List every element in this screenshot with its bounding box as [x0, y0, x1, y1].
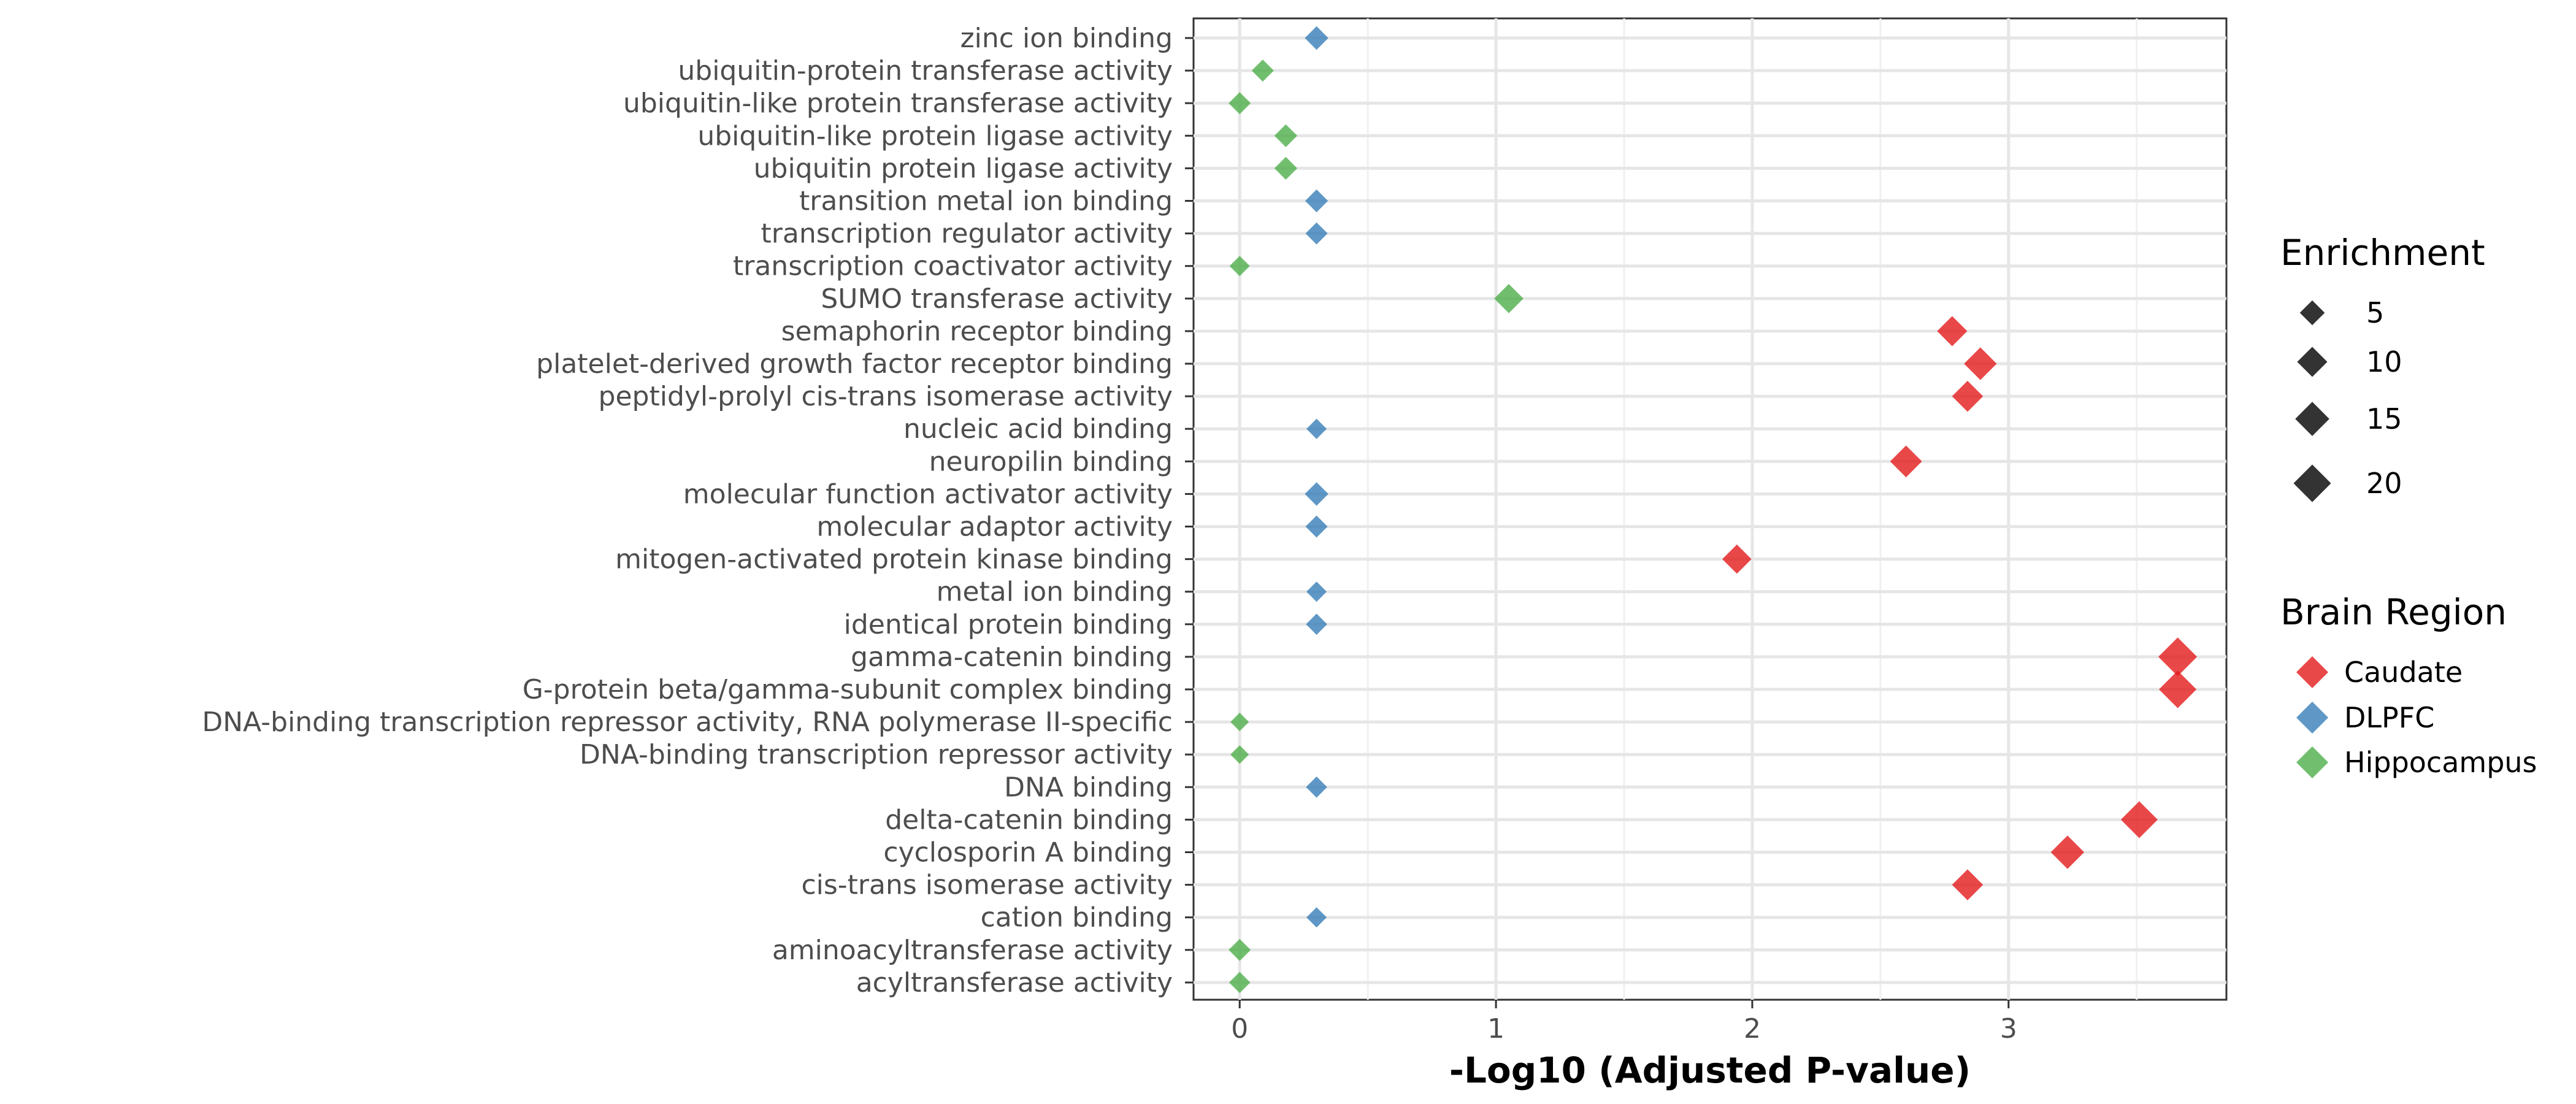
data-point-dlpfc [1305, 189, 1328, 213]
size-legend-key [2299, 300, 2325, 326]
data-point-dlpfc [1306, 907, 1327, 928]
size-legend-key [2295, 402, 2329, 436]
data-point-caudate [2120, 801, 2158, 838]
data-point-caudate [1937, 316, 1968, 347]
data-point-hippocampus [1230, 713, 1249, 732]
size-legend-label: 5 [2366, 296, 2384, 329]
data-point-caudate [2158, 637, 2198, 677]
size-legend-items: 5 10 15 20 [2293, 296, 2402, 502]
data-point-hippocampus [1274, 124, 1298, 147]
y-tick-label: acyltransferase activity [856, 967, 1173, 999]
data-point-dlpfc [1305, 26, 1328, 50]
data-point-caudate [2159, 670, 2197, 708]
y-tick-label: cis-trans isomerase activity [801, 870, 1173, 901]
x-tick-label: 3 [2000, 1013, 2017, 1045]
x-tick-label: 1 [1487, 1013, 1505, 1045]
y-tick-label: molecular function activator activity [683, 478, 1173, 510]
data-point-caudate [1890, 445, 1922, 478]
data-point-hippocampus [1229, 256, 1250, 277]
color-legend-label: Caudate [2344, 656, 2463, 689]
data-point-caudate [1952, 869, 1984, 900]
grid-layer [1194, 18, 2226, 1000]
y-tick-label: peptidyl-prolyl cis-trans isomerase acti… [599, 381, 1173, 412]
size-legend-label: 10 [2366, 345, 2402, 378]
data-point-caudate [1964, 347, 1997, 380]
data-point-hippocampus [1229, 972, 1251, 994]
size-legend-label: 20 [2366, 467, 2402, 500]
y-tick-label: DNA-binding transcription repressor acti… [202, 707, 1173, 738]
y-tick-label: aminoacyltransferase activity [772, 935, 1173, 966]
data-point-dlpfc [1306, 418, 1327, 439]
x-tick-label: 0 [1231, 1013, 1248, 1045]
x-axis-title: -Log10 (Adjusted P-value) [1449, 1049, 1971, 1091]
data-point-dlpfc [1306, 613, 1327, 635]
color-legend-items: Caudate DLPFC Hippocampus [2296, 656, 2537, 779]
plot-panel [1192, 17, 2228, 1001]
y-tick-label: platelet-derived growth factor receptor … [536, 348, 1173, 380]
size-legend-title: Enrichment [2280, 232, 2485, 274]
y-tick-label: zinc ion binding [960, 23, 1173, 54]
color-legend-label: DLPFC [2344, 701, 2434, 734]
y-tick-label: cation binding [981, 902, 1173, 933]
color-legend-title: Brain Region [2280, 591, 2507, 633]
data-point-caudate [1722, 544, 1752, 574]
y-tick-label: cyclosporin A binding [883, 837, 1173, 868]
data-point-dlpfc [1305, 482, 1328, 506]
data-point-dlpfc [1306, 776, 1327, 798]
y-tick-label: ubiquitin protein ligase activity [754, 153, 1173, 184]
y-tick-label: nucleic acid binding [903, 413, 1173, 445]
color-legend: Brain Region Caudate DLPFC Hippocampus [2280, 591, 2537, 779]
color-legend-label: Hippocampus [2344, 746, 2537, 779]
data-point-hippocampus [1229, 938, 1251, 961]
data-point-dlpfc [1305, 222, 1328, 245]
y-tick-label: delta-catenin binding [885, 804, 1173, 835]
color-legend-key [2296, 746, 2328, 778]
x-tick-label: 2 [1744, 1013, 1761, 1045]
y-tick-label: identical protein binding [844, 609, 1173, 640]
y-tick-label: transcription regulator activity [761, 218, 1173, 250]
y-tick-label: G-protein beta/gamma-subunit complex bin… [523, 674, 1173, 705]
y-tick-label: metal ion binding [937, 577, 1173, 608]
x-axis-ticks: 0 1 2 3 [1231, 1000, 2017, 1045]
size-legend-key [2293, 464, 2331, 502]
y-tick-label: neuropilin binding [929, 446, 1173, 477]
y-tick-label: gamma-catenin binding [851, 642, 1173, 673]
color-legend-key [2296, 656, 2328, 688]
y-tick-label: ubiquitin-like protein transferase activ… [623, 88, 1173, 119]
size-legend: Enrichment 5 10 15 20 [2280, 232, 2485, 502]
y-tick-label: transcription coactivator activity [733, 251, 1173, 282]
data-point-hippocampus [1230, 745, 1249, 764]
size-legend-key [2297, 347, 2328, 377]
data-point-caudate [2050, 835, 2085, 869]
y-tick-label: ubiquitin-like protein ligase activity [697, 120, 1173, 151]
data-point-hippocampus [1274, 156, 1298, 180]
data-point-hippocampus [1251, 59, 1274, 82]
y-tick-label: transition metal ion binding [799, 186, 1173, 217]
size-legend-label: 15 [2366, 402, 2402, 435]
data-point-dlpfc [1305, 515, 1328, 538]
y-tick-label: ubiquitin-protein transferase activity [678, 55, 1173, 86]
y-tick-label: molecular adaptor activity [816, 512, 1173, 543]
y-tick-label: SUMO transferase activity [821, 283, 1173, 315]
y-tick-label: DNA binding [1004, 772, 1173, 803]
data-points [1229, 26, 2198, 994]
data-point-dlpfc [1306, 581, 1327, 602]
data-point-hippocampus [1229, 92, 1251, 115]
y-tick-label: DNA-binding transcription repressor acti… [580, 739, 1173, 770]
data-point-hippocampus [1494, 284, 1524, 313]
y-tick-label: mitogen-activated protein kinase binding [615, 544, 1173, 575]
color-legend-key [2296, 702, 2328, 734]
data-point-caudate [1952, 380, 1984, 412]
y-tick-label: semaphorin receptor binding [781, 316, 1173, 347]
